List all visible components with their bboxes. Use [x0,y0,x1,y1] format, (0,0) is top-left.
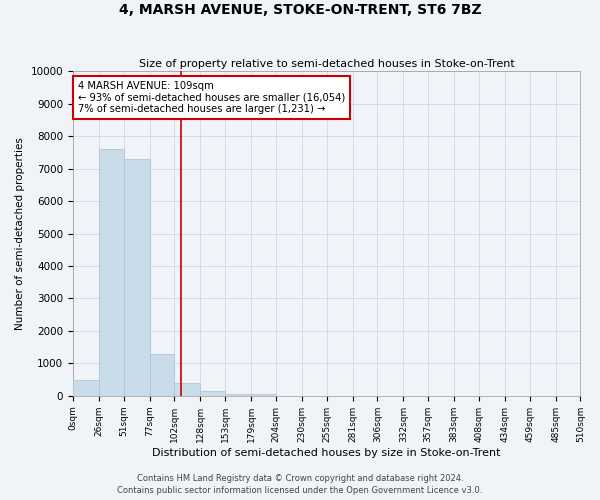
X-axis label: Distribution of semi-detached houses by size in Stoke-on-Trent: Distribution of semi-detached houses by … [152,448,501,458]
Bar [73,380,99,396]
Text: Contains HM Land Registry data © Crown copyright and database right 2024.
Contai: Contains HM Land Registry data © Crown c… [118,474,482,495]
Bar [99,149,124,396]
Title: Size of property relative to semi-detached houses in Stoke-on-Trent: Size of property relative to semi-detach… [139,59,515,69]
Text: 4, MARSH AVENUE, STOKE-ON-TRENT, ST6 7BZ: 4, MARSH AVENUE, STOKE-ON-TRENT, ST6 7BZ [119,2,481,16]
Bar [124,159,149,396]
Bar [175,383,200,396]
Text: 4 MARSH AVENUE: 109sqm
← 93% of semi-detached houses are smaller (16,054)
7% of : 4 MARSH AVENUE: 109sqm ← 93% of semi-det… [78,81,345,114]
Bar [251,394,276,396]
Bar [225,394,251,396]
Bar [200,391,225,396]
Y-axis label: Number of semi-detached properties: Number of semi-detached properties [15,137,25,330]
Bar [149,354,175,396]
